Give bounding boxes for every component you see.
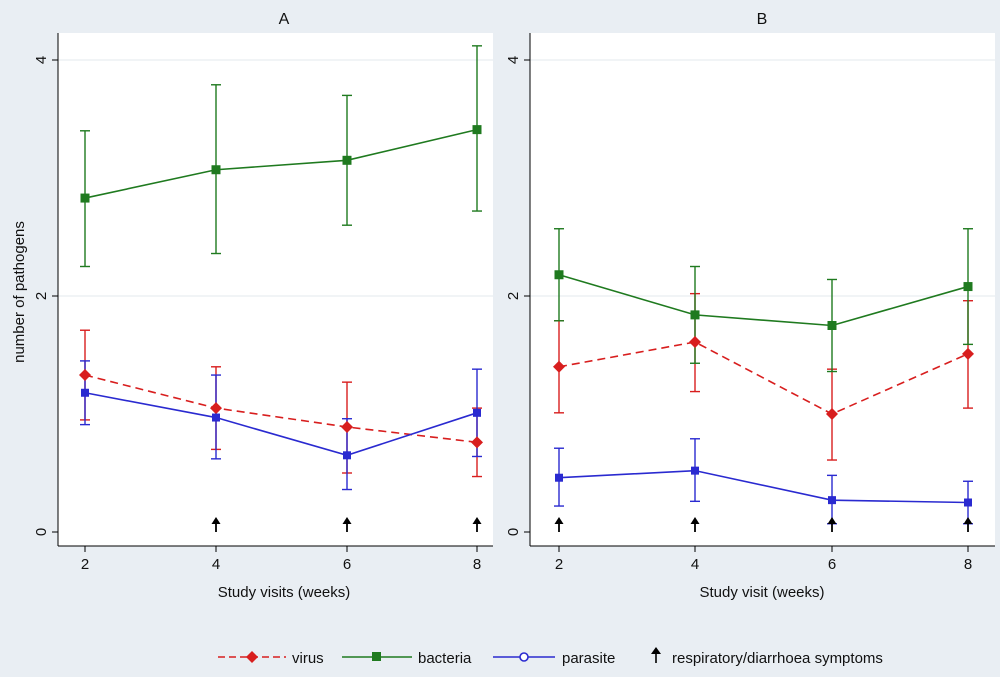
parasite-point	[343, 451, 351, 460]
panel-b-y-tick-label: 2	[505, 292, 522, 300]
legend-item-bacteria: bacteria	[342, 650, 472, 667]
bacteria-point	[80, 193, 90, 203]
legend-label-bacteria: bacteria	[418, 650, 472, 667]
parasite-point	[555, 473, 563, 482]
virus-point	[553, 360, 565, 373]
virus-point	[689, 336, 701, 349]
panel-b-y-tick-label: 0	[505, 528, 522, 536]
virus-point	[341, 420, 353, 433]
panel-a-y-tick-label: 0	[33, 528, 50, 536]
legend-label-symptoms: respiratory/diarrhoea symptoms	[672, 650, 883, 667]
parasite-point	[81, 388, 89, 397]
panel-a-plot-area	[58, 33, 493, 546]
virus-series-line	[558, 341, 969, 415]
panel-b-y-tick-label: 4	[505, 56, 522, 64]
panel-b-plot-area	[530, 33, 995, 546]
parasite-point	[212, 413, 220, 422]
parasite-series-line	[84, 391, 478, 457]
panel-b-x-tick-label: 8	[964, 556, 972, 573]
parasite-point	[473, 408, 481, 417]
legend-label-virus: virus	[292, 650, 324, 667]
virus-point	[962, 347, 974, 360]
parasite-point	[691, 466, 699, 475]
symptom-arrow	[342, 517, 352, 532]
bacteria-point	[827, 321, 837, 330]
panel-a-x-tick-label: 2	[81, 556, 89, 573]
bacteria-series-line	[84, 128, 478, 199]
symptom-arrow	[963, 517, 973, 532]
legend-item-parasite: parasite	[493, 650, 615, 667]
bacteria-point	[211, 165, 221, 175]
panel-b-title: B	[757, 11, 768, 28]
symptom-arrow	[827, 517, 837, 532]
symptom-arrow	[690, 517, 700, 532]
parasite-point	[828, 496, 836, 505]
panel-a-y-tick-label: 4	[33, 56, 50, 64]
bacteria-point	[963, 282, 973, 292]
panel-a-x-tick-label: 8	[473, 556, 481, 573]
legend: virus bacteria parasite respiratory/diar…	[218, 647, 883, 667]
panel-b-x-tick-label: 6	[828, 556, 836, 573]
symptom-arrow	[554, 517, 564, 532]
bacteria-point	[342, 155, 352, 165]
bacteria-point	[690, 310, 700, 320]
symptom-arrow	[211, 517, 221, 532]
panel-a-x-tick-label: 4	[212, 556, 220, 573]
bacteria-series-line	[558, 273, 969, 327]
panel-b-x-tick-label: 4	[691, 556, 699, 573]
virus-point	[210, 402, 222, 415]
symptom-arrow	[472, 517, 482, 532]
legend-item-virus: virus	[218, 650, 324, 667]
panel-a-y-tick-label: 2	[33, 292, 50, 300]
panel-a-y-axis-label: number of pathogens	[11, 221, 28, 363]
legend-item-symptoms: respiratory/diarrhoea symptoms	[651, 647, 883, 667]
virus-point	[79, 369, 91, 382]
bacteria-point	[554, 270, 564, 280]
panel-b: B Study visit (weeks) 0 2 4 2 4 6 8	[505, 11, 995, 601]
legend-label-parasite: parasite	[562, 650, 615, 667]
panel-a-title: A	[279, 11, 290, 28]
bacteria-point	[472, 125, 482, 135]
panel-b-x-axis-label: Study visit (weeks)	[699, 584, 824, 601]
panel-a: A Study visits (weeks) number of pathoge…	[11, 11, 493, 601]
virus-point	[826, 408, 838, 420]
parasite-series-line	[558, 469, 969, 504]
panel-b-x-tick-label: 2	[555, 556, 563, 573]
panel-a-x-tick-label: 6	[343, 556, 351, 573]
parasite-point	[964, 498, 972, 507]
panel-a-x-axis-label: Study visits (weeks)	[218, 584, 351, 601]
virus-point	[471, 436, 483, 449]
